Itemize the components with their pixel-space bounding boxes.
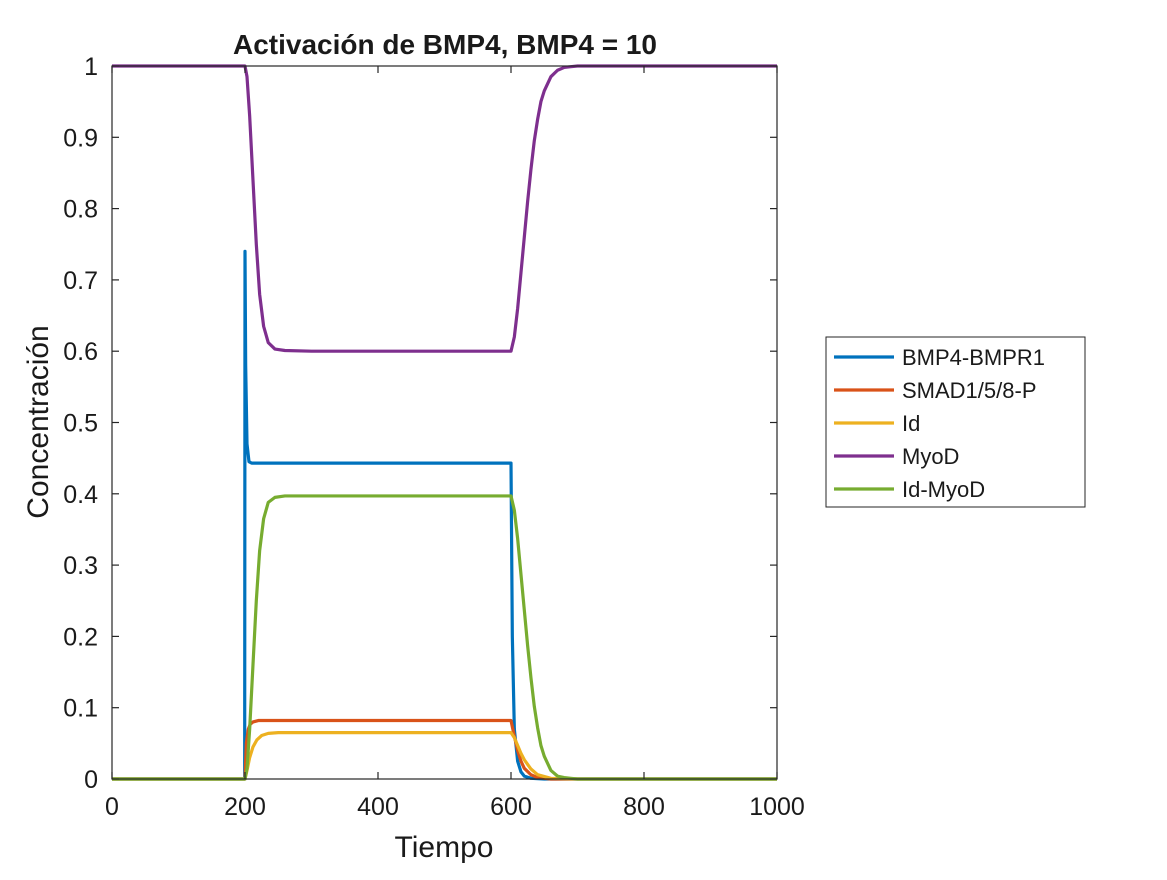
series-line-smad1-5-8-p [112, 718, 777, 781]
y-tick-label: 0.2 [63, 623, 98, 651]
x-tick-label: 200 [224, 793, 266, 821]
y-tick-label: 0.8 [63, 196, 98, 224]
axes-box [111, 65, 778, 780]
series-line-bmp4-bmpr1 [112, 249, 777, 781]
series-line-myod [112, 64, 777, 353]
x-tick-label: 600 [490, 793, 532, 821]
y-tick-label: 0.1 [63, 695, 98, 723]
legend: BMP4-BMPR1 SMAD1/5/8-P Id MyoD Id-MyoD [825, 336, 1086, 508]
legend-item: Id [834, 411, 920, 436]
series-line-id-myod [112, 494, 777, 781]
x-tick-label: 1000 [749, 793, 805, 821]
y-tick-label: 0 [84, 766, 98, 794]
legend-label: SMAD1/5/8-P [902, 378, 1037, 403]
y-tick-label: 0.7 [63, 267, 98, 295]
y-tick-label: 0.6 [63, 338, 98, 366]
legend-item: MyoD [834, 444, 959, 469]
y-tick-label: 0.5 [63, 410, 98, 438]
legend-label: MyoD [902, 444, 959, 469]
y-tick-label: 0.9 [63, 124, 98, 152]
y-axis-label: Concentración [22, 325, 55, 518]
series-layer [112, 64, 777, 781]
legend-label: Id [902, 411, 920, 436]
ticks-layer: 0 200 400 600 800 1000 0 0.1 0.2 0.3 0.4 0.5 0.6 0.7 0… [63, 53, 805, 821]
legend-item: BMP4-BMPR1 [834, 345, 1045, 370]
legend-label: Id-MyoD [902, 477, 985, 502]
x-tick-label: 800 [623, 793, 665, 821]
legend-item: Id-MyoD [834, 477, 985, 502]
legend-item: SMAD1/5/8-P [834, 378, 1037, 403]
series-line-id [112, 731, 777, 781]
x-tick-label: 0 [105, 793, 119, 821]
y-tick-label: 0.4 [63, 481, 98, 509]
chart-title: Activación de BMP4, BMP4 = 10 [233, 29, 657, 60]
x-tick-label: 400 [357, 793, 399, 821]
x-axis-label: Tiempo [395, 831, 494, 864]
y-tick-label: 1 [84, 53, 98, 81]
y-tick-label: 0.3 [63, 552, 98, 580]
legend-label: BMP4-BMPR1 [902, 345, 1045, 370]
